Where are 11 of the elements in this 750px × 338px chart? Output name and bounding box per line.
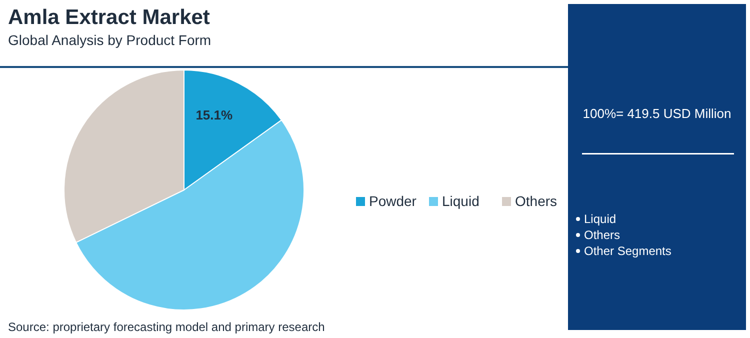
source-note: Source: proprietary forecasting model and primary research: [8, 320, 325, 334]
legend-label: Powder: [369, 193, 417, 209]
chart-title: Amla Extract Market: [8, 6, 210, 29]
chart-subtitle: Global Analysis by Product Form: [8, 32, 212, 48]
text: Others: [584, 228, 620, 242]
text: Other Segments: [584, 244, 672, 258]
text: Liquid: [584, 212, 616, 226]
data-label: 15.1%: [196, 107, 234, 122]
legend-label: Liquid: [442, 193, 480, 209]
legend-label: Others: [515, 193, 558, 209]
text: 100%= 419.5 USD Million: [582, 106, 732, 121]
